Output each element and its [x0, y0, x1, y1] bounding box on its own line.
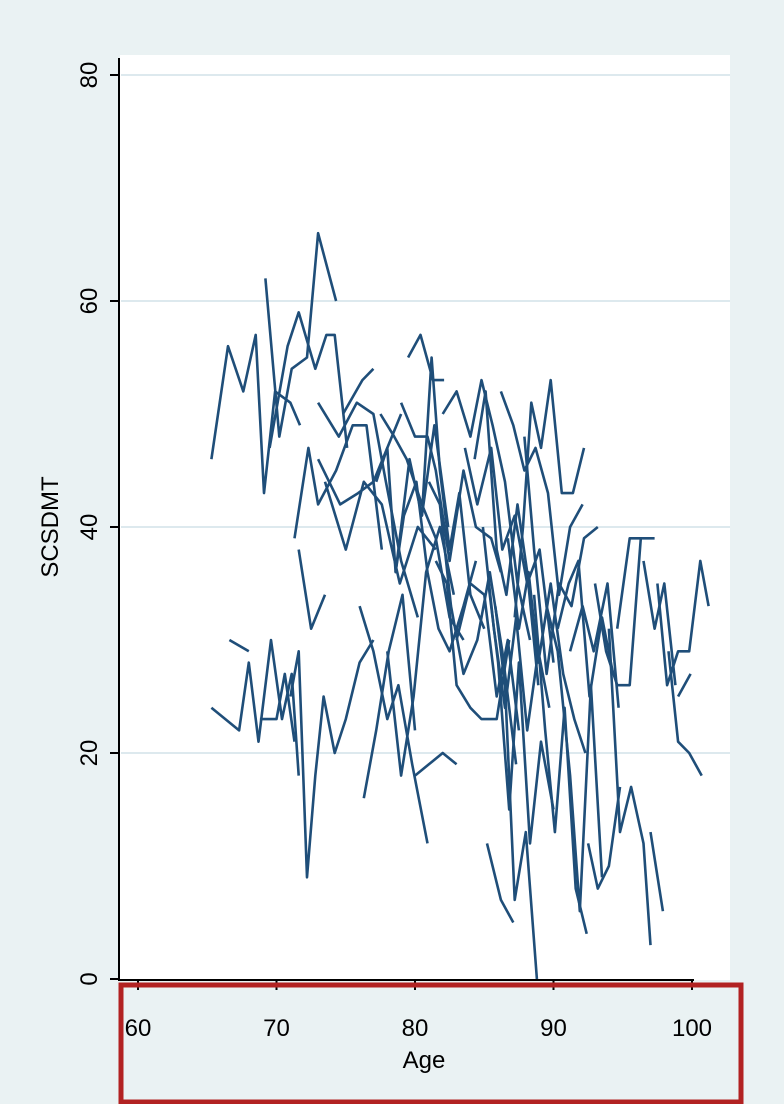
- series-line-27: [455, 582, 521, 731]
- axes: 0 20 40 60 80 60 70 80 90 100: [76, 58, 712, 1042]
- y-tick-label-40: 40: [76, 514, 103, 541]
- series-line-20: [399, 402, 503, 573]
- series-line-6: [259, 672, 296, 742]
- series-line-11: [323, 480, 437, 585]
- series-line-4: [210, 638, 300, 776]
- y-axis-label: SCSDMT: [37, 476, 64, 578]
- series-line-15: [362, 593, 417, 799]
- series-line-42: [586, 786, 622, 890]
- series-line-36: [513, 378, 586, 618]
- series-line-31: [487, 583, 555, 845]
- series-line-32: [485, 843, 515, 924]
- series-line-48: [656, 559, 710, 687]
- highlight-box: [118, 982, 744, 1105]
- series-line-39: [545, 605, 604, 913]
- series-line-34: [499, 390, 584, 597]
- series-line-41: [568, 582, 620, 708]
- x-tick-label-100: 100: [672, 1015, 712, 1042]
- series-line-9: [297, 549, 327, 631]
- series-line-40: [556, 559, 615, 698]
- series-line-1: [210, 333, 302, 495]
- series-lines: [210, 231, 710, 980]
- series-line-37: [523, 436, 599, 676]
- series-line-50: [676, 673, 692, 698]
- y-tick-label-20: 20: [76, 740, 103, 767]
- series-line-5: [228, 638, 250, 653]
- x-tick-label-90: 90: [540, 1015, 567, 1042]
- series-line-44: [607, 628, 652, 946]
- series-line-10: [316, 413, 403, 506]
- series-line-43: [593, 538, 643, 687]
- series-line-7: [289, 639, 375, 879]
- y-tick-label-80: 80: [76, 62, 103, 89]
- x-tick-label-60: 60: [125, 1015, 152, 1042]
- series-line-49: [667, 651, 703, 777]
- series-line-22: [414, 751, 458, 777]
- series-line-47: [649, 831, 665, 912]
- series-line-25: [434, 560, 511, 721]
- y-tick-label-60: 60: [76, 288, 103, 315]
- series-line-23: [420, 356, 486, 630]
- series-line-12: [316, 401, 420, 618]
- x-axis-label: Age: [403, 1047, 446, 1074]
- series-line-18: [386, 525, 456, 777]
- gridlines: [121, 74, 730, 754]
- series-line-35: [506, 538, 587, 754]
- series-line-29: [473, 390, 540, 686]
- series-line-33: [494, 605, 539, 980]
- series-line-13: [341, 367, 375, 415]
- series-line-8: [293, 423, 384, 550]
- y-tick-label-0: 0: [76, 972, 103, 985]
- series-line-3: [268, 310, 349, 449]
- plot-background: [120, 55, 730, 980]
- series-line-28: [463, 446, 555, 663]
- x-tick-label-80: 80: [402, 1015, 429, 1042]
- series-line-45: [615, 536, 655, 629]
- series-line-21: [406, 333, 445, 382]
- x-tick-label-70: 70: [263, 1015, 290, 1042]
